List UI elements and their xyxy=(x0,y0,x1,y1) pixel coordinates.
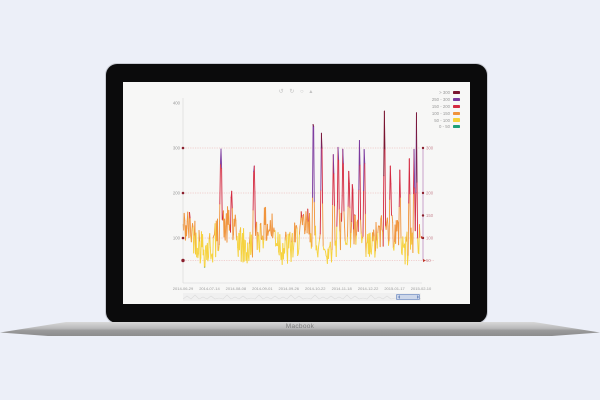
svg-text:150: 150 xyxy=(426,213,434,218)
svg-text:200: 200 xyxy=(426,191,434,196)
svg-text:100: 100 xyxy=(173,236,181,241)
svg-text:100: 100 xyxy=(426,236,434,241)
svg-text:300: 300 xyxy=(426,146,434,151)
svg-text:300: 300 xyxy=(173,146,181,151)
svg-text:50: 50 xyxy=(426,258,431,263)
svg-text:200: 200 xyxy=(173,191,181,196)
svg-text:400: 400 xyxy=(173,101,181,106)
